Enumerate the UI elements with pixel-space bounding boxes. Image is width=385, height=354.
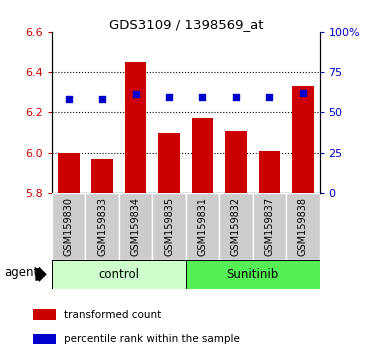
Bar	[125, 62, 146, 193]
Text: GSM159834: GSM159834	[131, 197, 141, 256]
Text: transformed count: transformed count	[64, 309, 162, 320]
Text: GSM159835: GSM159835	[164, 197, 174, 256]
Point	[266, 95, 273, 100]
Text: Sunitinib: Sunitinib	[226, 268, 279, 281]
Bar	[258, 151, 280, 193]
Bar	[33, 334, 55, 344]
Bar	[91, 159, 113, 193]
Text: GSM159830: GSM159830	[64, 197, 74, 256]
Text: GSM159838: GSM159838	[298, 197, 308, 256]
Title: GDS3109 / 1398569_at: GDS3109 / 1398569_at	[109, 18, 263, 31]
Text: GSM159832: GSM159832	[231, 197, 241, 256]
FancyBboxPatch shape	[253, 193, 286, 260]
Point	[166, 95, 172, 100]
Text: percentile rank within the sample: percentile rank within the sample	[64, 334, 240, 344]
FancyBboxPatch shape	[152, 193, 186, 260]
Text: GSM159837: GSM159837	[264, 197, 275, 256]
Bar	[192, 119, 213, 193]
Bar	[186, 260, 320, 289]
Bar	[33, 309, 55, 320]
FancyBboxPatch shape	[219, 193, 253, 260]
Text: GSM159833: GSM159833	[97, 197, 107, 256]
Point	[199, 95, 206, 100]
FancyBboxPatch shape	[119, 193, 152, 260]
Text: agent: agent	[4, 267, 38, 279]
FancyBboxPatch shape	[52, 193, 85, 260]
Text: GSM159831: GSM159831	[198, 197, 208, 256]
Bar	[58, 153, 80, 193]
Bar	[52, 260, 186, 289]
Point	[65, 97, 72, 102]
Point	[132, 91, 139, 97]
FancyBboxPatch shape	[186, 193, 219, 260]
Point	[233, 95, 239, 100]
Point	[99, 97, 105, 102]
FancyBboxPatch shape	[85, 193, 119, 260]
Bar	[158, 132, 180, 193]
FancyArrow shape	[35, 267, 47, 282]
FancyBboxPatch shape	[286, 193, 320, 260]
Text: control: control	[99, 268, 139, 281]
Point	[300, 90, 306, 96]
Bar	[292, 86, 314, 193]
Bar	[225, 131, 247, 193]
